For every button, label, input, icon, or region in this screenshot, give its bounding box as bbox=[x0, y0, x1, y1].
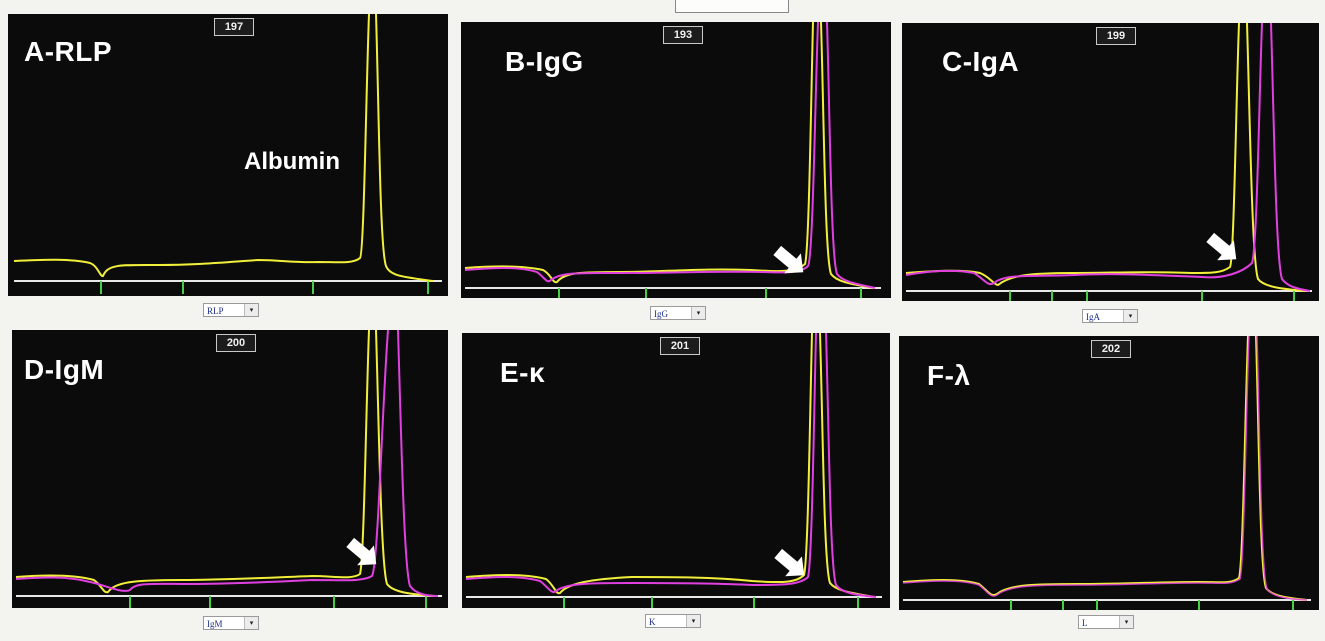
panel-c-iga: 199 C-IgA bbox=[902, 23, 1319, 301]
arrow-icon bbox=[1206, 232, 1237, 261]
arrow-icon bbox=[774, 548, 805, 577]
selector-value: IgM bbox=[207, 619, 223, 629]
panel-title: D-IgM bbox=[24, 354, 105, 385]
selector-value: L bbox=[1082, 618, 1088, 628]
densitometry-trace-e bbox=[465, 333, 882, 608]
panel-title: C-IgA bbox=[942, 46, 1020, 77]
panel-title: B-IgG bbox=[505, 46, 584, 77]
densitometry-trace-d bbox=[15, 330, 442, 608]
chevron-down-icon[interactable]: ▾ bbox=[244, 617, 258, 629]
sample-number: 193 bbox=[663, 26, 703, 44]
densitometry-trace-f bbox=[902, 336, 1311, 610]
fraction-selector-kappa[interactable]: K ▾ bbox=[645, 614, 701, 628]
selector-value: IgG bbox=[654, 309, 668, 319]
reference-trace bbox=[905, 23, 1307, 292]
sample-number: 202 bbox=[1091, 340, 1131, 358]
panel-title-text: E-κ bbox=[500, 357, 546, 388]
panel-b-igg: 193 B-IgG bbox=[461, 22, 891, 298]
reference-trace bbox=[15, 330, 435, 597]
chevron-down-icon[interactable]: ▾ bbox=[1123, 310, 1137, 322]
fraction-marks bbox=[129, 596, 427, 608]
sample-number: 199 bbox=[1096, 27, 1136, 45]
densitometry-trace-b bbox=[464, 22, 881, 298]
immunofixation-trace bbox=[15, 330, 439, 597]
albumin-annotation: Albumin bbox=[244, 148, 340, 175]
immunofixation-trace bbox=[905, 23, 1311, 292]
panel-d-igm: 200 D-IgM bbox=[12, 330, 448, 608]
chevron-down-icon[interactable]: ▾ bbox=[686, 615, 700, 627]
fraction-marks bbox=[563, 597, 859, 608]
sample-number: 200 bbox=[216, 334, 256, 352]
panel-title-text: F-λ bbox=[927, 360, 971, 391]
sample-number: 201 bbox=[660, 337, 700, 355]
panel-a-rlp: 197 A-RLP Albumin bbox=[8, 14, 448, 296]
fraction-selector-igg[interactable]: IgG ▾ bbox=[650, 306, 706, 320]
fraction-selector-lambda[interactable]: L ▾ bbox=[1078, 615, 1134, 629]
selector-value: IgA bbox=[1086, 312, 1100, 322]
panel-title: F-λ bbox=[927, 360, 971, 392]
panel-title: E-κ bbox=[500, 357, 545, 389]
top-window-tab[interactable] bbox=[675, 0, 789, 13]
arrow-icon bbox=[346, 537, 377, 566]
reference-trace bbox=[13, 14, 434, 282]
fraction-marks bbox=[558, 288, 862, 298]
chevron-down-icon[interactable]: ▾ bbox=[1119, 616, 1133, 628]
immunofixation-trace bbox=[464, 22, 876, 289]
immunofixation-trace bbox=[465, 333, 877, 598]
chevron-down-icon[interactable]: ▾ bbox=[691, 307, 705, 319]
panel-title: A-RLP bbox=[24, 36, 113, 67]
fraction-selector-rlp[interactable]: RLP ▾ bbox=[203, 303, 259, 317]
fraction-marks bbox=[100, 281, 429, 294]
chevron-down-icon[interactable]: ▾ bbox=[244, 304, 258, 316]
fraction-selector-igm[interactable]: IgM ▾ bbox=[203, 616, 259, 630]
immunofixation-trace bbox=[902, 336, 1308, 601]
densitometry-trace-a bbox=[13, 14, 442, 294]
sample-number: 197 bbox=[214, 18, 254, 36]
fraction-marks bbox=[1010, 600, 1294, 610]
selector-value: RLP bbox=[207, 306, 224, 316]
fraction-marks bbox=[1009, 291, 1295, 301]
panel-e-kappa: 201 E-κ bbox=[462, 333, 890, 608]
arrow-icon bbox=[773, 245, 804, 274]
panel-f-lambda: 202 F-λ bbox=[899, 336, 1319, 610]
densitometry-trace-c bbox=[905, 23, 1312, 301]
reference-trace bbox=[464, 22, 874, 289]
selector-value: K bbox=[649, 617, 656, 627]
fraction-selector-iga[interactable]: IgA ▾ bbox=[1082, 309, 1138, 323]
